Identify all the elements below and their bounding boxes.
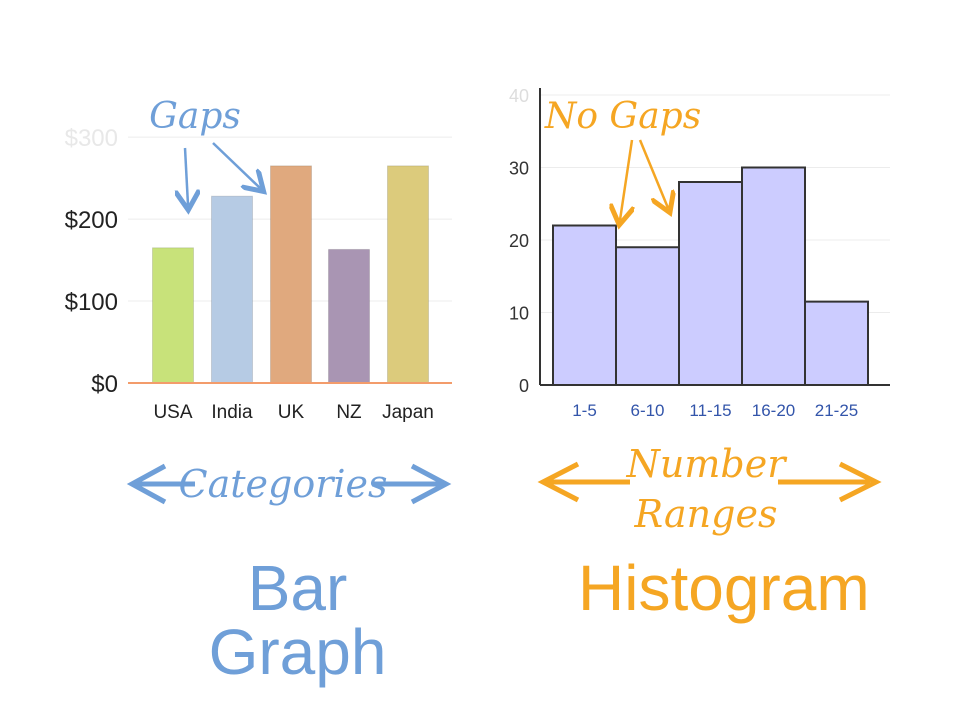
histogram-bar	[615, 246, 680, 386]
bar-graph-title: Bar Graph	[208, 552, 387, 688]
gaps-arrow-left	[185, 147, 188, 205]
bar-graph-x-tick-label: USA	[153, 402, 192, 423]
bar-graph-bar	[211, 195, 253, 384]
bar-graph-chart: $0 $100 $200 $300 USA India UK NZ Japan	[65, 125, 452, 423]
bar-graph-x-tick-label: UK	[278, 402, 305, 423]
histogram-y-tick-label: 40	[509, 86, 529, 106]
bar-graph-x-ticks: USA India UK NZ Japan	[153, 402, 433, 423]
histogram-title: Histogram	[578, 552, 870, 624]
no-gaps-arrow-right	[638, 139, 668, 208]
histogram-bars	[552, 166, 869, 386]
histogram-y-tick-label: 20	[509, 231, 529, 251]
bar-graph-bar	[328, 248, 370, 384]
categories-arrow-left-icon	[126, 463, 167, 505]
bar-graph-bar	[387, 165, 429, 384]
histogram-x-ticks: 1-5 6-10 11-15 16-20 21-25	[572, 401, 858, 420]
histogram-y-tick-label: 10	[509, 304, 529, 324]
histogram-bar	[741, 166, 806, 386]
bar-graph-y-ticks: $0 $100 $200 $300	[65, 125, 118, 398]
histogram-bar	[552, 224, 617, 386]
bar-graph-y-tick-label: $100	[65, 289, 118, 316]
histogram-y-ticks: 0 10 20 30 40	[509, 86, 529, 396]
bar-graph-bar	[152, 247, 194, 384]
histogram-x-tick-label: 16-20	[752, 401, 795, 420]
histogram-bar	[804, 300, 869, 386]
bar-graph-x-tick-label: NZ	[336, 402, 362, 423]
categories-arrow-right-icon	[410, 463, 452, 505]
histogram-y-tick-label: 30	[509, 159, 529, 179]
histogram-y-tick-label: 0	[519, 376, 529, 396]
histogram-x-tick-label: 6-10	[630, 401, 664, 420]
no-gaps-arrow-left	[620, 139, 632, 220]
gaps-arrow-right	[212, 142, 260, 188]
histogram-x-tick-label: 21-25	[815, 401, 858, 420]
histogram-chart: 0 10 20 30 40 1-5 6-10 11-15 16-20 21-25	[509, 86, 890, 420]
bar-graph-y-tick-label: $200	[65, 207, 118, 234]
histogram-x-tick-label: 11-15	[689, 401, 731, 420]
bar-graph-x-tick-label: India	[211, 402, 253, 423]
bar-graph-x-tick-label: Japan	[382, 402, 434, 423]
histogram-x-tick-label: 1-5	[572, 401, 597, 420]
categories-caption: Categories	[179, 462, 388, 506]
bar-graph-y-tick-label: $0	[91, 371, 118, 398]
histogram-bar	[678, 181, 743, 386]
no-gaps-annotation: No Gaps	[544, 96, 701, 137]
gaps-annotation: Gaps	[149, 96, 241, 137]
ranges-caption-line2: Ranges	[634, 492, 778, 536]
bar-graph-bar	[270, 165, 312, 384]
ranges-arrow-left-icon	[537, 461, 580, 503]
bar-graph-bars	[152, 165, 429, 384]
ranges-caption-line1: Number	[626, 442, 789, 486]
ranges-arrow-right-icon	[838, 461, 882, 503]
bar-graph-y-tick-label: $300	[65, 125, 118, 152]
